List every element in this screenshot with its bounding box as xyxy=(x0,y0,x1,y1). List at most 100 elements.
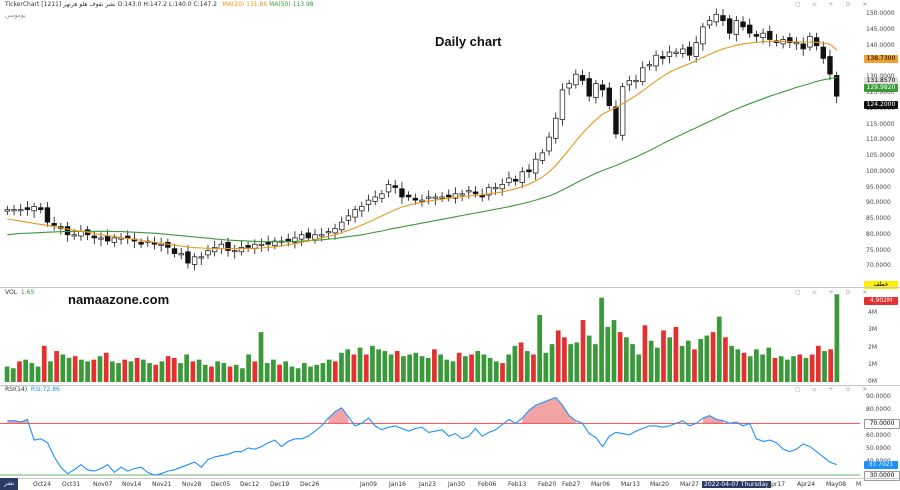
volume-bar xyxy=(17,361,22,382)
candle-body xyxy=(218,243,225,249)
candle-body xyxy=(566,83,572,89)
volume-bar xyxy=(190,361,196,382)
price-axis-label: 150.0000 xyxy=(866,10,895,18)
volume-bar xyxy=(741,352,747,382)
ohlc-low: L:140.0 xyxy=(169,1,192,8)
volume-bar xyxy=(673,326,679,382)
price-pane-controls[interactable]: ▢ ▫ + ⊙ ✕ xyxy=(795,1,873,8)
volume-bar xyxy=(797,354,803,382)
volume-bar xyxy=(97,356,103,382)
volume-bar xyxy=(822,351,827,382)
volume-bar xyxy=(432,349,437,382)
volume-bar xyxy=(667,337,673,382)
volume-bar xyxy=(320,363,326,382)
price-axis-label: 130.0000 xyxy=(866,73,900,80)
rsi-axis-label: 60.0000 xyxy=(866,432,891,440)
candle-body xyxy=(700,26,706,45)
volume-bar xyxy=(48,361,53,382)
symbol-name: نشر نفوف هلو هرنهر [1211] xyxy=(41,1,116,8)
brand-badge[interactable]: نشر xyxy=(0,478,19,490)
volume-bar xyxy=(654,347,660,382)
ma20-line xyxy=(7,40,838,250)
candle-body xyxy=(318,234,325,237)
x-axis-label: Nov14 xyxy=(122,481,142,488)
volume-bar xyxy=(815,345,821,382)
volume-bar xyxy=(209,366,214,382)
candle-body xyxy=(339,221,345,231)
candle-body xyxy=(232,250,238,253)
price-pane[interactable]: TickerChart نشر نفوف هلو هرنهر [1211] O:… xyxy=(0,0,900,289)
x-axis-label: Nov21 xyxy=(152,481,172,488)
price-chart-svg[interactable] xyxy=(0,0,900,287)
price-tag: 131.8570 xyxy=(864,77,898,85)
volume-bar xyxy=(617,332,623,382)
volume-bar xyxy=(636,354,642,382)
candle-body xyxy=(740,21,746,28)
volume-bar xyxy=(66,357,72,382)
rsi-tag: 37.7021 xyxy=(864,461,898,470)
candle-body xyxy=(666,51,673,57)
volume-bar xyxy=(735,349,741,382)
rsi-pane[interactable]: RSI(14) RSI:72.86 ▢ ▫ + ⊙ ✕ 90.0000 80.00… xyxy=(0,385,900,481)
candle-body xyxy=(51,223,57,226)
candle-body xyxy=(673,51,679,54)
volume-chart-svg[interactable] xyxy=(0,288,900,385)
candle-body xyxy=(593,83,599,98)
candle-body xyxy=(205,250,211,256)
rsi-overbought-fill xyxy=(702,415,723,424)
candle-body xyxy=(91,235,97,239)
x-axis-label: Dec12 xyxy=(240,481,260,488)
volume-bar xyxy=(240,368,245,382)
volume-axis-label: 2M xyxy=(868,343,877,351)
volume-bar xyxy=(716,316,722,382)
volume-bar xyxy=(593,344,598,382)
volume-bar xyxy=(624,337,629,382)
volume-bar xyxy=(314,364,320,382)
volume-bar xyxy=(35,366,41,382)
rsi-overbought-fill xyxy=(522,397,576,424)
volume-bar xyxy=(178,363,183,382)
volume-bar xyxy=(549,344,555,382)
volume-bar xyxy=(289,366,295,382)
volume-bar xyxy=(165,356,171,382)
candle-body xyxy=(833,75,840,97)
ma50-line xyxy=(7,76,837,243)
price-axis-label: 105.0000 xyxy=(866,152,895,160)
ma50-label: MA(50) xyxy=(269,1,291,8)
volume-bar xyxy=(710,332,716,382)
volume-bar xyxy=(791,356,796,382)
volume-bar xyxy=(4,366,10,382)
price-axis-label: 80.0000 xyxy=(866,230,891,238)
pane-divider xyxy=(0,478,900,479)
candle-body xyxy=(104,235,111,242)
candle-body xyxy=(191,256,198,265)
rsi-pane-controls[interactable]: ▢ ▫ + ⊙ ✕ xyxy=(795,386,873,393)
volume-bar xyxy=(562,337,567,382)
volume-axis-label: 4M xyxy=(868,309,877,317)
x-axis-label: 2022-04-07 Thursday xyxy=(702,481,771,488)
volume-bar xyxy=(271,359,276,382)
ohlc-open: O:143.0 xyxy=(117,1,142,8)
x-axis-label: Dec26 xyxy=(300,481,320,488)
x-axis-label: Feb27 xyxy=(562,481,581,488)
candle-body xyxy=(827,56,833,75)
volume-pane-controls[interactable]: ▢ ▫ + ⊙ ✕ xyxy=(795,289,873,296)
rsi-chart-svg[interactable] xyxy=(0,385,900,478)
candle-body xyxy=(178,253,184,256)
rsi-axis-label: 80.0000 xyxy=(866,406,891,414)
x-axis-label: M xyxy=(856,481,862,488)
pane-divider[interactable] xyxy=(0,287,900,288)
candle-body xyxy=(653,54,659,67)
ma20-label: MA(20) xyxy=(222,1,245,8)
candle-body xyxy=(720,15,726,21)
volume-pane[interactable]: VOL 1.65 ▢ ▫ + ⊙ ✕ 4M 3M 2M 1M 0M 4.902M xyxy=(0,288,900,385)
rsi-label: RSI(14) xyxy=(5,386,28,393)
volume-bar xyxy=(599,297,604,382)
volume-bar xyxy=(809,354,815,382)
candle-body xyxy=(787,37,793,43)
volume-bar xyxy=(110,361,115,382)
volume-bar xyxy=(326,359,332,382)
pane-divider[interactable] xyxy=(0,385,900,386)
candle-body xyxy=(512,178,519,182)
candle-body xyxy=(680,48,686,54)
